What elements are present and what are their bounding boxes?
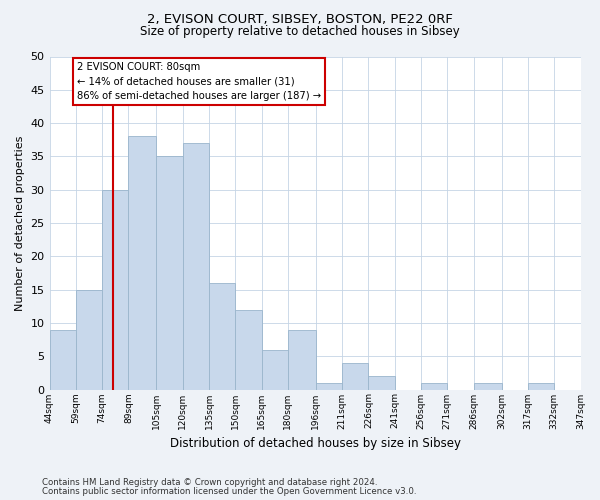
Text: 2 EVISON COURT: 80sqm
← 14% of detached houses are smaller (31)
86% of semi-deta: 2 EVISON COURT: 80sqm ← 14% of detached … <box>77 62 321 102</box>
Bar <box>102 190 128 390</box>
Bar <box>157 156 183 390</box>
Text: Contains HM Land Registry data © Crown copyright and database right 2024.: Contains HM Land Registry data © Crown c… <box>42 478 377 487</box>
Bar <box>528 383 554 390</box>
Text: 2, EVISON COURT, SIBSEY, BOSTON, PE22 0RF: 2, EVISON COURT, SIBSEY, BOSTON, PE22 0R… <box>147 12 453 26</box>
Y-axis label: Number of detached properties: Number of detached properties <box>15 136 25 310</box>
Bar <box>288 330 316 390</box>
X-axis label: Distribution of detached houses by size in Sibsey: Distribution of detached houses by size … <box>170 437 461 450</box>
Bar <box>262 350 288 390</box>
Text: Size of property relative to detached houses in Sibsey: Size of property relative to detached ho… <box>140 25 460 38</box>
Bar <box>342 363 368 390</box>
Bar <box>421 383 448 390</box>
Text: Contains public sector information licensed under the Open Government Licence v3: Contains public sector information licen… <box>42 487 416 496</box>
Bar <box>581 383 600 390</box>
Bar <box>76 290 102 390</box>
Bar <box>316 383 342 390</box>
Bar <box>473 383 502 390</box>
Bar <box>128 136 157 390</box>
Bar <box>183 143 209 390</box>
Bar <box>50 330 76 390</box>
Bar <box>235 310 262 390</box>
Bar <box>209 283 235 390</box>
Bar <box>368 376 395 390</box>
